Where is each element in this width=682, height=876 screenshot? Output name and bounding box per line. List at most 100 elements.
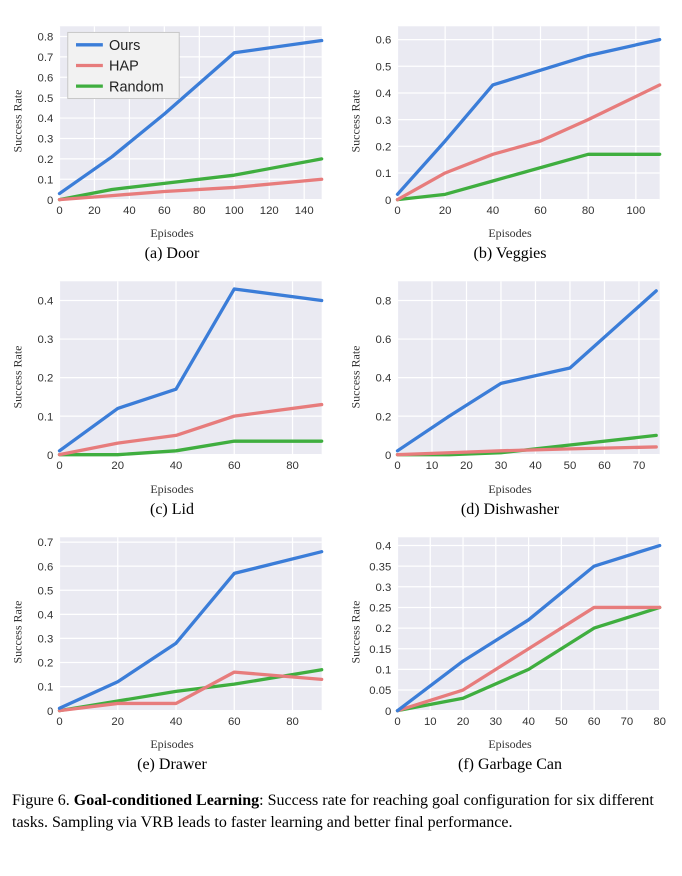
- ytick-label: 0.25: [369, 602, 391, 614]
- xtick-label: 30: [495, 461, 508, 473]
- xtick-label: 70: [621, 716, 634, 728]
- xtick-label: 10: [424, 716, 437, 728]
- ytick-label: 0.4: [38, 113, 54, 125]
- ytick-label: 0.5: [376, 61, 392, 73]
- x-axis-label: Episodes: [150, 737, 193, 752]
- ytick-label: 0: [385, 450, 391, 462]
- xtick-label: 40: [170, 461, 183, 473]
- xtick-label: 20: [460, 461, 473, 473]
- xtick-label: 0: [56, 716, 62, 728]
- xtick-label: 60: [228, 716, 241, 728]
- chart-panel-veggies: Success Rate00.10.20.30.40.50.6020406080…: [350, 18, 670, 269]
- ytick-label: 0.7: [38, 52, 54, 64]
- x-axis-label: Episodes: [488, 482, 531, 497]
- xtick-label: 20: [439, 205, 452, 217]
- plot-background: [397, 26, 659, 199]
- chart-wrap: Success Rate00.10.20.30.4020406080: [12, 273, 332, 479]
- chart-svg: 00.10.20.30.40.50.60.7020406080: [12, 529, 332, 735]
- xtick-label: 10: [426, 461, 439, 473]
- ytick-label: 0.7: [38, 537, 54, 549]
- xtick-label: 100: [225, 205, 244, 217]
- y-axis-label: Success Rate: [349, 601, 364, 664]
- chart-wrap: Success Rate00.050.10.150.20.250.30.350.…: [350, 529, 670, 735]
- ytick-label: 0.3: [38, 335, 54, 347]
- legend-label: HAP: [109, 59, 139, 75]
- ytick-label: 0: [385, 195, 391, 207]
- panel-subcaption: (a) Door: [145, 245, 200, 263]
- plot-background: [59, 282, 321, 455]
- y-axis-label: Success Rate: [349, 90, 364, 153]
- xtick-label: 40: [123, 205, 136, 217]
- xtick-label: 40: [170, 716, 183, 728]
- plot-background: [397, 282, 659, 455]
- ytick-label: 0.1: [38, 174, 54, 186]
- ytick-label: 0.2: [38, 373, 54, 385]
- ytick-label: 0.15: [369, 644, 391, 656]
- x-axis-label: Episodes: [488, 226, 531, 241]
- chart-panel-drawer: Success Rate00.10.20.30.40.50.60.7020406…: [12, 529, 332, 780]
- xtick-label: 20: [111, 461, 124, 473]
- xtick-label: 80: [193, 205, 206, 217]
- xtick-label: 0: [394, 205, 400, 217]
- xtick-label: 20: [88, 205, 101, 217]
- chart-grid: Success Rate 0 0.1 0.2 0.3 0.4 0.5 0.6 0.7 0.8 0 20…: [12, 18, 670, 780]
- ytick-label: 0: [47, 450, 53, 462]
- ytick-label: 0.1: [376, 664, 392, 676]
- xtick-label: 40: [487, 205, 500, 217]
- ytick-label: 0.5: [38, 585, 54, 597]
- xtick-label: 60: [228, 461, 241, 473]
- xtick-label: 40: [529, 461, 542, 473]
- chart-wrap: Success Rate00.10.20.30.40.50.6020406080…: [350, 18, 670, 224]
- y-axis-label: Success Rate: [11, 345, 26, 408]
- xtick-label: 20: [111, 716, 124, 728]
- xtick-label: 60: [598, 461, 611, 473]
- chart-wrap: Success Rate00.20.40.60.8010203040506070: [350, 273, 670, 479]
- ytick-label: 0.4: [38, 296, 54, 308]
- figure-caption: Figure 6. Goal-conditioned Learning: Suc…: [12, 790, 670, 833]
- ytick-label: 0.3: [38, 633, 54, 645]
- ytick-label: 0.4: [376, 541, 392, 553]
- xtick-label: 0: [394, 716, 400, 728]
- xtick-label: 50: [555, 716, 568, 728]
- chart-wrap: Success Rate00.10.20.30.40.50.60.70.8020…: [12, 18, 332, 224]
- xtick-label: 30: [489, 716, 502, 728]
- chart-svg: 00.10.20.30.40.50.6020406080100: [350, 18, 670, 224]
- xtick-label: 80: [653, 716, 666, 728]
- legend-label: Ours: [109, 38, 140, 54]
- ytick-label: 0.6: [38, 561, 54, 573]
- chart-wrap: Success Rate00.10.20.30.40.50.60.7020406…: [12, 529, 332, 735]
- ytick-label: 0: [47, 195, 53, 207]
- ytick-label: 0.4: [376, 373, 392, 385]
- ytick-label: 0.4: [376, 88, 392, 100]
- ytick-label: 0.3: [38, 134, 54, 146]
- panel-subcaption: (f) Garbage Can: [458, 756, 562, 774]
- ytick-label: 0: [385, 706, 391, 718]
- xtick-label: 0: [394, 461, 400, 473]
- ytick-label: 0.2: [376, 141, 392, 153]
- xtick-label: 140: [295, 205, 314, 217]
- ytick-label: 0.6: [376, 335, 392, 347]
- panel-subcaption: (c) Lid: [150, 501, 194, 519]
- chart-panel-lid: Success Rate00.10.20.30.4020406080Episod…: [12, 273, 332, 524]
- ytick-label: 0.05: [369, 685, 391, 697]
- ytick-label: 0.1: [376, 168, 392, 180]
- xtick-label: 40: [522, 716, 535, 728]
- ytick-label: 0.2: [38, 658, 54, 670]
- ytick-label: 0.2: [376, 412, 392, 424]
- legend-label: Random: [109, 79, 164, 95]
- ytick-label: 0.35: [369, 561, 391, 573]
- ytick-label: 0.8: [38, 32, 54, 44]
- xtick-label: 60: [534, 205, 547, 217]
- chart-svg: 00.10.20.30.40.50.60.70.8020406080100120…: [12, 18, 332, 224]
- ytick-label: 0.6: [376, 35, 392, 47]
- xtick-label: 80: [286, 461, 299, 473]
- chart-svg: 00.20.40.60.8010203040506070: [350, 273, 670, 479]
- figure-number: Figure 6.: [12, 792, 70, 809]
- caption-title: Goal-conditioned Learning: [74, 792, 259, 809]
- chart-svg: 00.10.20.30.4020406080: [12, 273, 332, 479]
- x-axis-label: Episodes: [150, 482, 193, 497]
- chart-svg: 00.050.10.150.20.250.30.350.401020304050…: [350, 529, 670, 735]
- chart-panel-dishwasher: Success Rate00.20.40.60.8010203040506070…: [350, 273, 670, 524]
- xtick-label: 60: [588, 716, 601, 728]
- ytick-label: 0.8: [376, 296, 392, 308]
